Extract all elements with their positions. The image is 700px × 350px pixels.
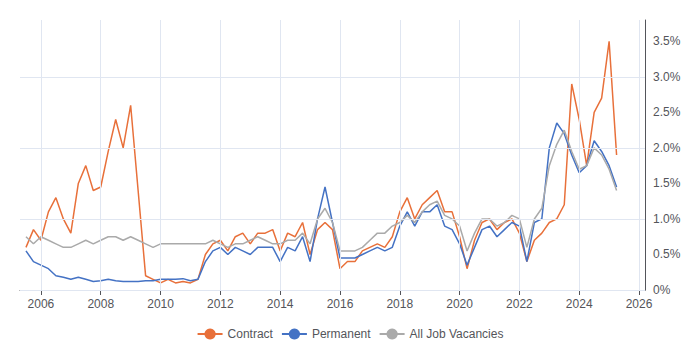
- svg-text:2.0%: 2.0%: [653, 141, 681, 155]
- svg-text:2018: 2018: [386, 297, 413, 311]
- svg-text:Permanent: Permanent: [312, 327, 371, 341]
- svg-text:1.0%: 1.0%: [653, 212, 681, 226]
- svg-text:0%: 0%: [653, 283, 671, 297]
- svg-text:2.5%: 2.5%: [653, 105, 681, 119]
- svg-text:2012: 2012: [207, 297, 234, 311]
- svg-text:All Job Vacancies: All Job Vacancies: [410, 327, 504, 341]
- svg-text:2016: 2016: [327, 297, 354, 311]
- svg-text:2010: 2010: [147, 297, 174, 311]
- svg-text:3.5%: 3.5%: [653, 34, 681, 48]
- svg-text:0.5%: 0.5%: [653, 247, 681, 261]
- svg-text:2020: 2020: [446, 297, 473, 311]
- svg-text:2026: 2026: [626, 297, 653, 311]
- svg-text:1.5%: 1.5%: [653, 176, 681, 190]
- svg-text:2006: 2006: [28, 297, 55, 311]
- svg-text:2014: 2014: [267, 297, 294, 311]
- svg-text:2008: 2008: [87, 297, 114, 311]
- svg-text:2022: 2022: [506, 297, 533, 311]
- svg-text:2024: 2024: [566, 297, 593, 311]
- svg-text:3.0%: 3.0%: [653, 70, 681, 84]
- svg-text:Contract: Contract: [228, 327, 274, 341]
